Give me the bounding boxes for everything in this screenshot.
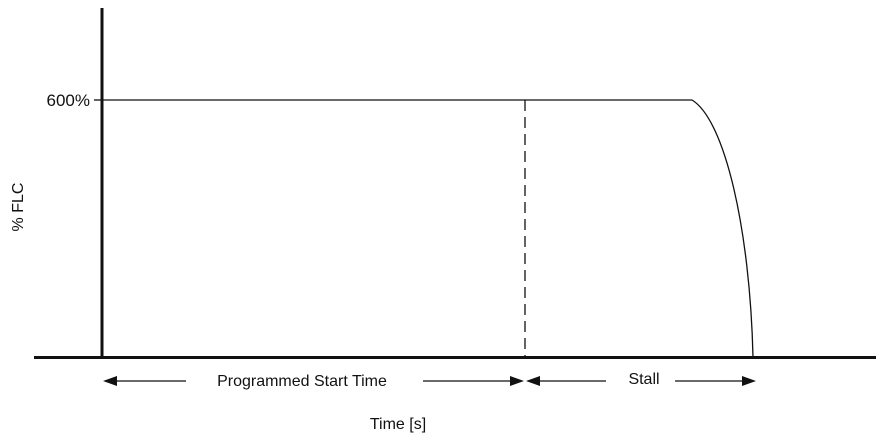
stall-arrow-right-head: [742, 376, 756, 386]
stall-arrow-left-head: [526, 376, 540, 386]
stall-label: Stall: [628, 371, 659, 388]
y-axis-label: % FLC: [10, 183, 27, 232]
y-tick-label-600: 600%: [47, 91, 90, 110]
current-curve: [103, 99, 754, 358]
start-time-arrow-right-head: [510, 376, 524, 386]
x-axis-label: Time [s]: [370, 416, 426, 433]
start-time-label: Programmed Start Time: [217, 373, 387, 390]
start-time-arrow-left-head: [103, 376, 117, 386]
